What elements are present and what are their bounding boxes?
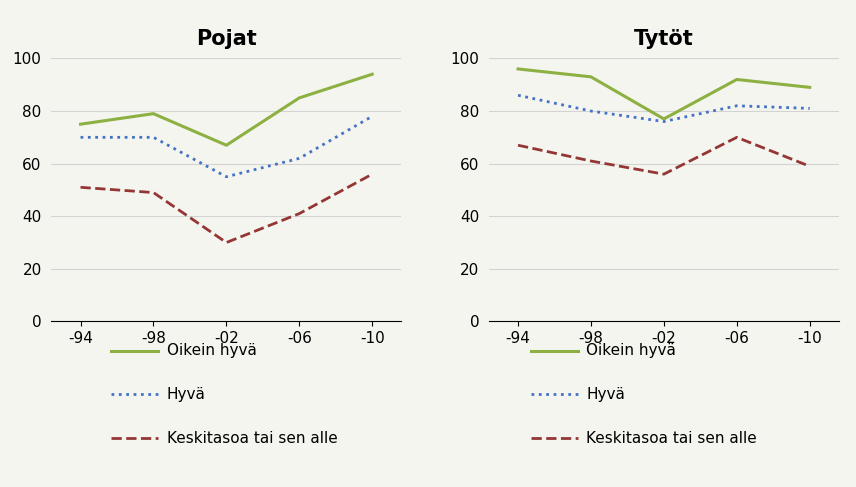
Text: Hyvä: Hyvä — [586, 387, 625, 402]
Text: Oikein hyvä: Oikein hyvä — [167, 343, 257, 358]
Title: Pojat: Pojat — [196, 29, 257, 49]
Text: Hyvä: Hyvä — [167, 387, 205, 402]
Text: Keskitasoa tai sen alle: Keskitasoa tai sen alle — [586, 431, 757, 446]
Text: Keskitasoa tai sen alle: Keskitasoa tai sen alle — [167, 431, 337, 446]
Text: Oikein hyvä: Oikein hyvä — [586, 343, 676, 358]
Title: Tytöt: Tytöt — [634, 29, 693, 49]
